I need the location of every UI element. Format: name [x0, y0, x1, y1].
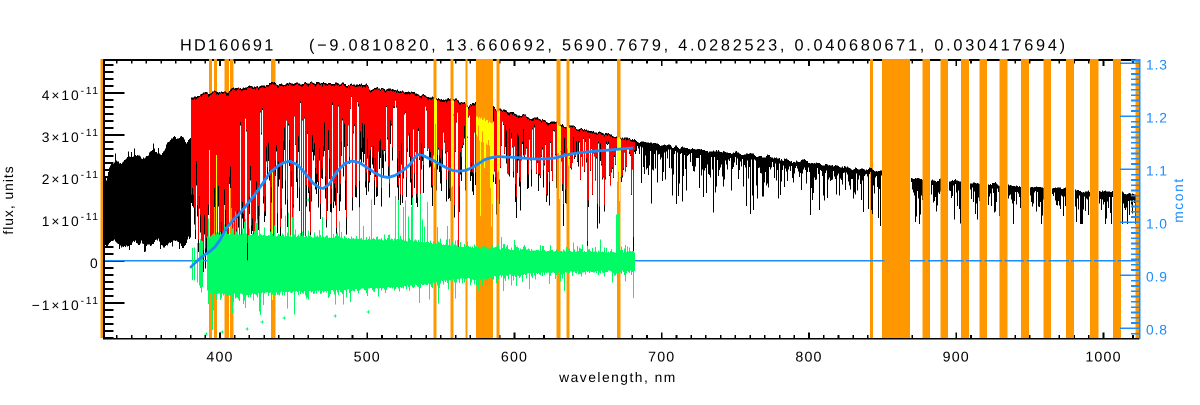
- svg-text:1.2: 1.2: [1146, 111, 1168, 126]
- svg-text:HD160691: HD160691: [180, 37, 275, 55]
- svg-text:(−9.0810820, 13.660692, 5690.7: (−9.0810820, 13.660692, 5690.7679, 4.028…: [309, 37, 1068, 55]
- svg-text:800: 800: [795, 350, 822, 366]
- svg-text:1.3: 1.3: [1146, 58, 1168, 73]
- svg-text:1000: 1000: [1085, 350, 1121, 366]
- svg-text:400: 400: [206, 350, 233, 366]
- svg-text:500: 500: [354, 350, 381, 366]
- svg-text:0.8: 0.8: [1146, 323, 1168, 338]
- svg-text:1.0: 1.0: [1146, 217, 1168, 232]
- svg-text:1.1: 1.1: [1146, 164, 1168, 179]
- svg-text:flux, units: flux, units: [1, 165, 16, 234]
- svg-text:wavelength, nm: wavelength, nm: [558, 370, 677, 385]
- svg-text:600: 600: [501, 350, 528, 366]
- svg-text:0.9: 0.9: [1146, 270, 1168, 285]
- svg-text:700: 700: [648, 350, 675, 366]
- svg-text:0: 0: [90, 256, 100, 271]
- svg-text:mcont: mcont: [1171, 177, 1186, 223]
- svg-text:900: 900: [943, 350, 970, 366]
